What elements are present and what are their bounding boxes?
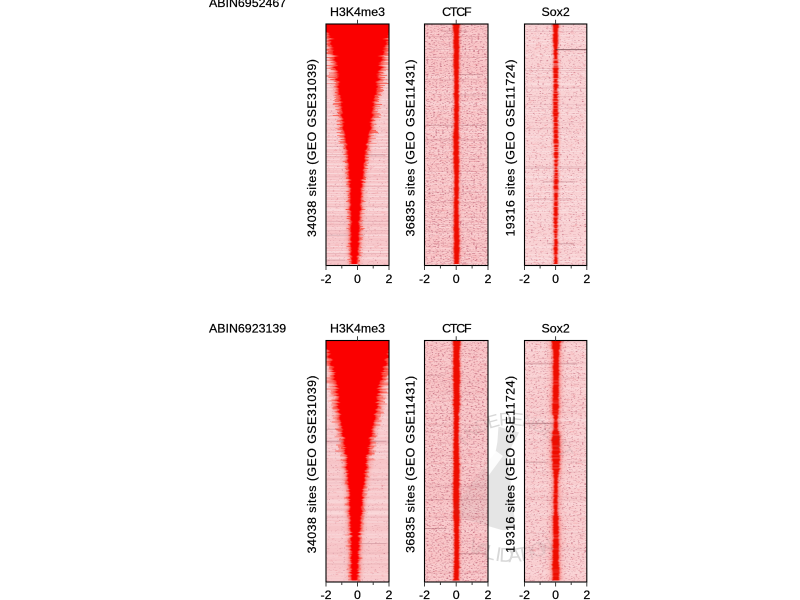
svg-text:2: 2 [583, 588, 590, 600]
svg-text:2: 2 [485, 272, 492, 286]
svg-text:A: A [507, 544, 522, 567]
svg-text:E: E [485, 410, 502, 432]
svg-text:E: E [510, 409, 524, 430]
svg-text:D: D [499, 545, 514, 568]
svg-text:Sox2: Sox2 [541, 5, 569, 19]
svg-text:H3K4me3: H3K4me3 [330, 322, 385, 336]
svg-text:2: 2 [386, 272, 393, 286]
svg-text:CTCF: CTCF [442, 322, 472, 336]
svg-text:P: P [498, 409, 512, 430]
svg-text:19316 sites (GEO GSE11724): 19316 sites (GEO GSE11724) [504, 375, 518, 552]
svg-text:2: 2 [583, 272, 590, 286]
svg-text:-2: -2 [519, 588, 530, 600]
svg-text:-2: -2 [519, 272, 530, 286]
svg-text:Sox2: Sox2 [541, 322, 569, 336]
svg-text:34038 sites (GEO GSE31039): 34038 sites (GEO GSE31039) [305, 375, 319, 553]
svg-text:36835 sites (GEO GSE11431): 36835 sites (GEO GSE11431) [404, 375, 418, 552]
svg-text:0: 0 [552, 272, 559, 286]
svg-text:0: 0 [552, 588, 559, 600]
svg-text:I: I [525, 542, 537, 565]
svg-text:H3K4me3: H3K4me3 [330, 5, 385, 19]
svg-text:36835 sites (GEO GSE11431): 36835 sites (GEO GSE11431) [404, 59, 418, 236]
svg-text:2: 2 [485, 588, 492, 600]
svg-text:-2: -2 [419, 272, 430, 286]
svg-text:2: 2 [386, 588, 393, 600]
svg-text:19316 sites (GEO GSE11724): 19316 sites (GEO GSE11724) [504, 59, 518, 236]
svg-text:CTCF: CTCF [442, 5, 472, 19]
svg-text:0: 0 [453, 588, 460, 600]
svg-text:0: 0 [354, 272, 361, 286]
svg-text:ABIN6923139: ABIN6923139 [209, 321, 286, 335]
svg-text:I: I [494, 544, 503, 567]
svg-text:0: 0 [354, 588, 361, 600]
svg-text:0: 0 [453, 272, 460, 286]
svg-text:-2: -2 [419, 588, 430, 600]
svg-text:ABIN6952467: ABIN6952467 [209, 0, 286, 10]
svg-text:-2: -2 [320, 272, 331, 286]
svg-text:34038 sites (GEO GSE31039): 34038 sites (GEO GSE31039) [305, 59, 319, 237]
svg-text:-2: -2 [320, 588, 331, 600]
